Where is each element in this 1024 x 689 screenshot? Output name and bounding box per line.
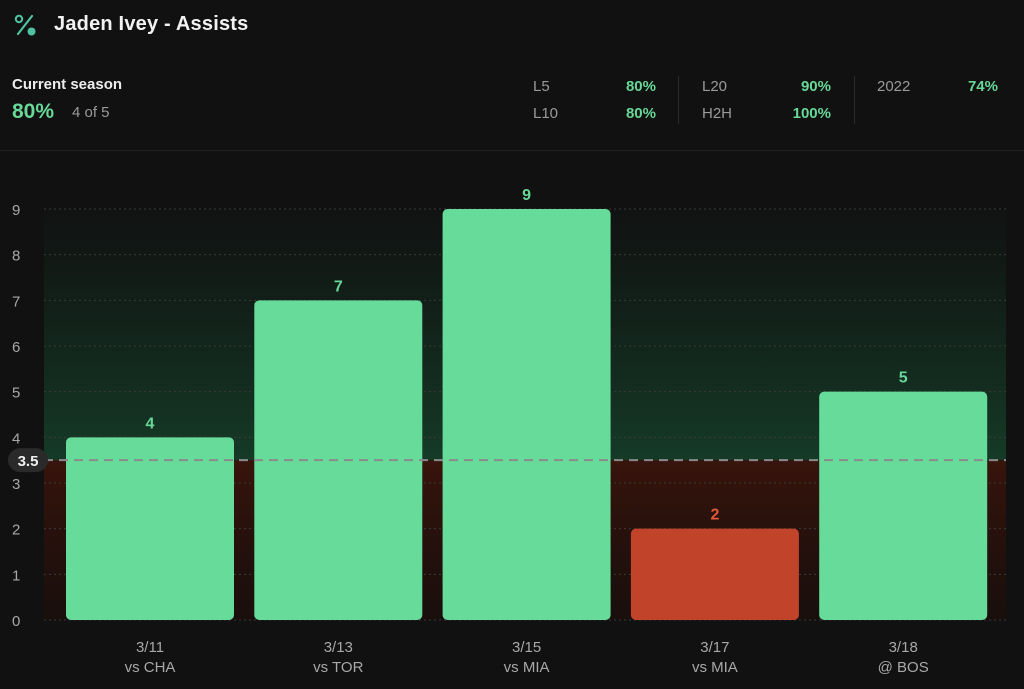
y-tick-label: 7 bbox=[12, 293, 20, 310]
bar bbox=[442, 209, 611, 620]
bar bbox=[66, 437, 234, 620]
bar-value-label: 7 bbox=[334, 278, 343, 295]
bar-value-label: 4 bbox=[146, 415, 155, 432]
hit-rate-summary: Current season 80% 4 of 5 L5 80% L10 80%… bbox=[0, 64, 1024, 151]
bar-value-label: 2 bbox=[710, 507, 719, 524]
stat-label-l10: L10 bbox=[533, 105, 559, 122]
stat-label-h2h: H2H bbox=[702, 105, 733, 122]
threshold-badge bbox=[8, 448, 48, 473]
x-tick-label-opponent: vs MIA bbox=[504, 659, 550, 676]
stat-value-l10: 80% bbox=[625, 105, 656, 122]
y-tick-label: 9 bbox=[12, 202, 20, 219]
bar bbox=[630, 528, 799, 620]
x-tick-label-date: 3/11 bbox=[136, 639, 164, 656]
stat-value-2022: 74% bbox=[967, 78, 998, 95]
x-tick-label-opponent: vs TOR bbox=[313, 659, 363, 676]
x-tick-label-date: 3/15 bbox=[512, 639, 541, 656]
x-tick-label-date: 3/13 bbox=[324, 639, 353, 656]
stat-label-l5: L5 bbox=[533, 78, 550, 95]
chart-header: Jaden Ivey - Assists bbox=[0, 0, 1024, 52]
current-season-percent: 80% bbox=[12, 100, 55, 123]
stat-label-2022: 2022 bbox=[877, 78, 911, 95]
y-tick-label: 2 bbox=[12, 522, 20, 539]
x-tick-label-opponent: @ BOS bbox=[878, 659, 929, 676]
x-tick-label-date: 3/18 bbox=[889, 639, 918, 656]
stat-divider bbox=[854, 76, 855, 124]
page-title: Jaden Ivey - Assists bbox=[54, 13, 249, 35]
stat-label-l20: L20 bbox=[702, 78, 728, 95]
threshold-label: 3.5 bbox=[18, 453, 39, 470]
y-tick-label: 5 bbox=[12, 385, 20, 402]
stat-divider bbox=[678, 76, 679, 124]
y-tick-label: 3 bbox=[12, 476, 20, 493]
percent-icon bbox=[14, 14, 36, 36]
stat-value-l5: 80% bbox=[625, 78, 656, 95]
current-season-label: Current season bbox=[12, 76, 123, 93]
bar bbox=[254, 300, 423, 620]
stat-value-l20: 90% bbox=[800, 78, 831, 95]
y-tick-label: 0 bbox=[12, 613, 20, 630]
y-tick-label: 1 bbox=[12, 567, 20, 584]
x-tick-label-opponent: vs CHA bbox=[125, 659, 176, 676]
y-tick-label: 4 bbox=[12, 430, 20, 447]
current-season-fraction: 4 of 5 bbox=[72, 104, 110, 121]
y-tick-label: 8 bbox=[12, 248, 20, 265]
bar-value-label: 5 bbox=[899, 370, 908, 387]
bar bbox=[819, 391, 988, 620]
y-tick-label: 6 bbox=[12, 339, 20, 356]
x-tick-label-opponent: vs MIA bbox=[692, 659, 738, 676]
bar-value-label: 9 bbox=[522, 187, 531, 204]
bar-chart: 0 1 2 3 4 5 6 7 8 9 4 7 9 2 5 3.5 3/11 vs CHA 3/13 vs TO… bbox=[8, 187, 1006, 676]
stat-value-h2h: 100% bbox=[792, 105, 831, 122]
x-tick-label-date: 3/17 bbox=[700, 639, 729, 656]
